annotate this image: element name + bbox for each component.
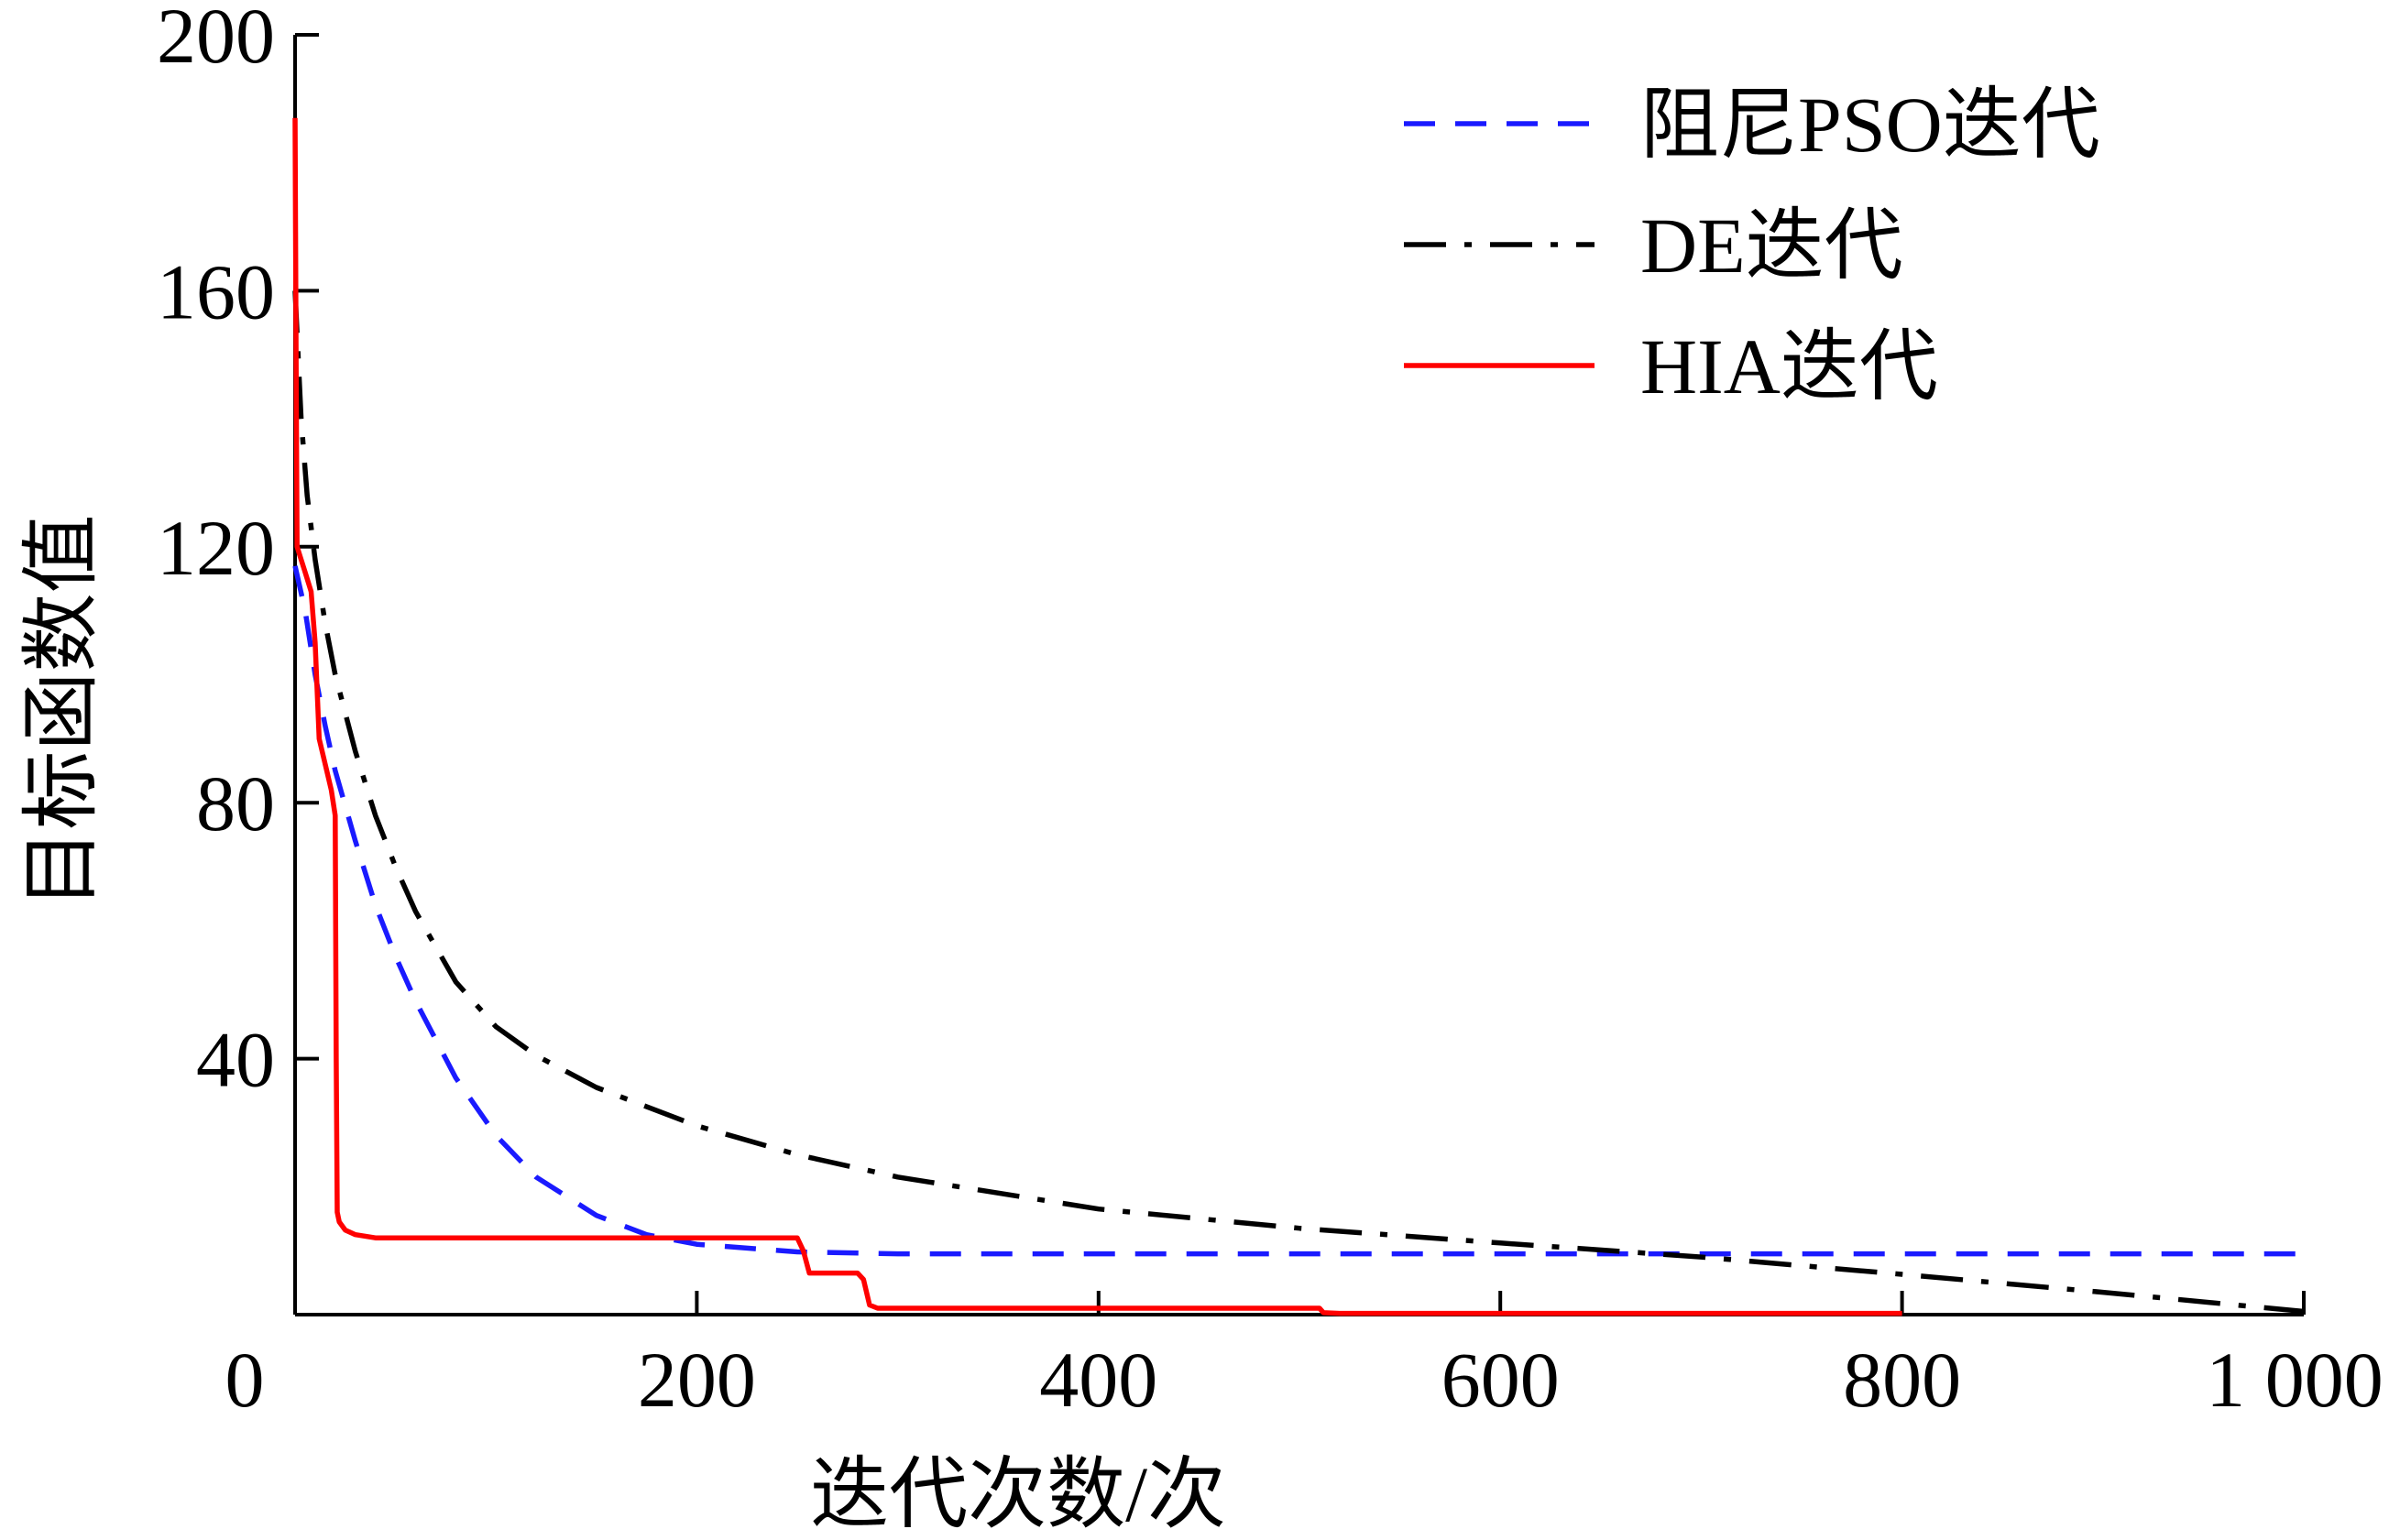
x-tick-label: 400 (1039, 1336, 1157, 1424)
x-tick-label: 0 (225, 1336, 265, 1424)
y-tick-label: 40 (196, 1016, 275, 1104)
x-tick-label: 600 (1441, 1336, 1560, 1424)
x-axis-title: 迭代次数/次 (810, 1450, 1226, 1538)
x-tick-label: 800 (1843, 1336, 1961, 1424)
legend-label-1: 阻尼PSO迭代 (1640, 81, 2100, 169)
y-axis-title: 目标函数值 (17, 515, 105, 909)
y-tick-label: 160 (157, 247, 275, 335)
series-line-1 (292, 565, 2304, 1257)
series-line-2 (292, 290, 2305, 1315)
series-line-3 (292, 117, 1902, 1316)
legend-label-3: HIA迭代 (1640, 322, 1938, 410)
x-ticks: 0 200 400 600 800 1 000 (225, 1291, 2384, 1424)
y-ticks: 40 80 120 160 200 (157, 0, 319, 1104)
plot-series (292, 117, 2305, 1316)
y-tick-label: 200 (157, 0, 275, 80)
legend-label-2: DE迭代 (1640, 202, 1903, 289)
y-tick-label: 80 (196, 759, 275, 847)
legend: 阻尼PSO迭代 DE迭代 HIA迭代 (1404, 81, 2100, 410)
x-tick-label: 200 (638, 1336, 756, 1424)
y-tick-label: 120 (157, 504, 275, 592)
axes (293, 35, 2304, 1316)
x-tick-label: 1 000 (2206, 1336, 2384, 1424)
